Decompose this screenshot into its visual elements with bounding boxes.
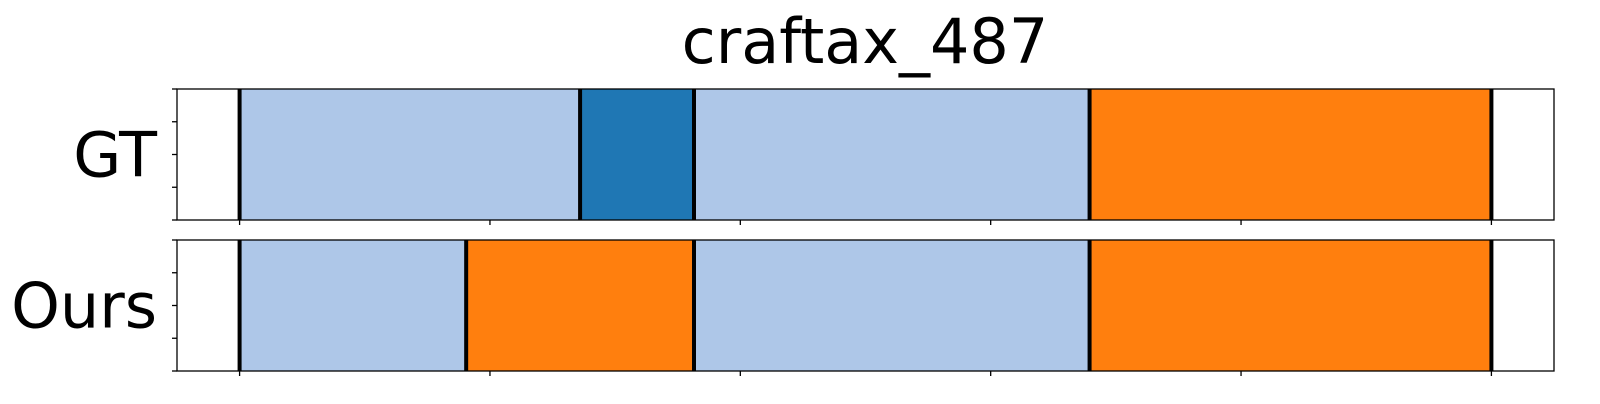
segment xyxy=(239,240,467,371)
segment xyxy=(1089,240,1492,371)
row-label: Ours xyxy=(11,270,157,343)
row-label: GT xyxy=(73,119,158,192)
rows-layer: GT Ours xyxy=(11,88,1555,376)
chart-title: craftax_487 xyxy=(682,5,1049,78)
segment xyxy=(466,240,695,371)
row-gt: GT xyxy=(73,88,1555,225)
row-ours: Ours xyxy=(11,239,1555,376)
segment xyxy=(239,89,581,220)
segment xyxy=(1089,89,1492,220)
segment xyxy=(580,89,695,220)
segment xyxy=(694,89,1090,220)
segment xyxy=(694,240,1090,371)
